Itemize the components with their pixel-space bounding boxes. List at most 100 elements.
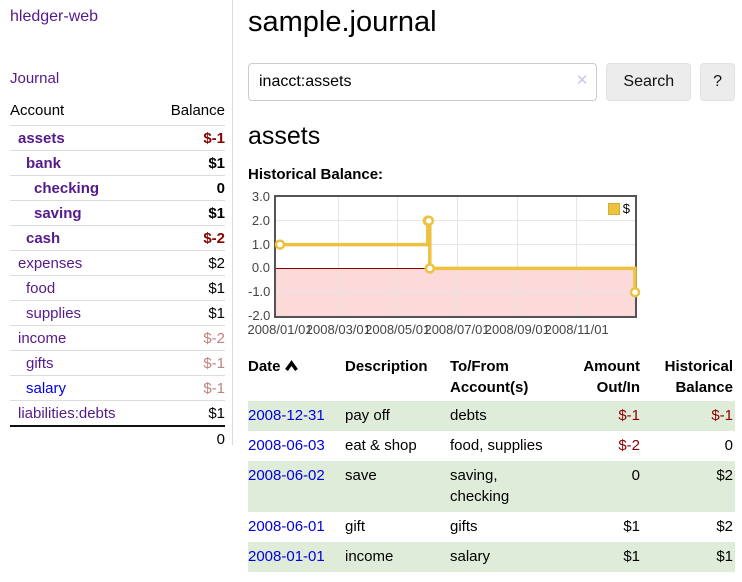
register-accounts: saving, checking [450, 461, 557, 513]
register-header-row: Date Description To/From Account(s) Amou… [248, 354, 735, 401]
accounts-table: Account Balance assets $-1 bank $1 checking 0… [10, 99, 225, 451]
account-row: salary $-1 [10, 375, 225, 401]
register-balance: $-1 [642, 401, 735, 432]
account-row: income $-2 [10, 325, 225, 351]
chart-legend: $ [605, 200, 632, 218]
search-input[interactable] [248, 63, 598, 102]
register-balance: $2 [716, 518, 733, 536]
help-button[interactable]: ? [700, 63, 735, 102]
y-axis-tick-label: -1.0 [248, 284, 271, 300]
account-balance: $-1 [203, 130, 225, 147]
register-col-accounts[interactable]: To/From Account(s) [450, 358, 529, 397]
register-col-balance[interactable]: Historical Balance [664, 358, 733, 397]
balance-series-line [274, 215, 641, 298]
account-link[interactable]: checking [34, 180, 100, 197]
register-date-link[interactable]: 2008-06-02 [248, 467, 325, 485]
account-link[interactable]: cash [26, 230, 61, 247]
account-row: supplies $1 [10, 300, 225, 326]
x-axis-tick-label: 2008/07/01 [424, 322, 490, 338]
account-link[interactable]: income [18, 330, 67, 347]
account-balance: $1 [208, 280, 225, 297]
register-description: income [345, 542, 450, 573]
register-amount: $-1 [557, 401, 642, 432]
search-button[interactable]: Search [606, 63, 692, 102]
grid-line [276, 291, 635, 293]
grid-line [516, 197, 518, 317]
data-point-marker [274, 239, 286, 250]
register-description: pay off [345, 401, 450, 432]
register-date-link[interactable]: 2008-06-01 [248, 518, 325, 536]
y-axis-tick-label: -2.0 [248, 308, 271, 324]
register-date-link[interactable]: 2008-01-01 [248, 548, 325, 566]
register-description: gift [345, 518, 366, 536]
account-link[interactable]: bank [26, 155, 62, 172]
register-date-link[interactable]: 2008-12-31 [248, 407, 325, 425]
account-link[interactable]: supplies [26, 305, 82, 322]
x-axis-tick-label: 2008/03/01 [305, 322, 371, 338]
register-accounts: debts [450, 401, 557, 432]
grid-line [456, 197, 458, 317]
register-amount: $-2 [618, 437, 640, 455]
register-row: 2008-06-03 eat & shop food, supplies $-2 0 [248, 431, 735, 461]
sidebar-item-journal[interactable]: Journal [10, 70, 60, 87]
clear-search-icon[interactable]: ✕ [575, 72, 589, 90]
y-axis-tick-label: 1.0 [251, 236, 270, 252]
register-description: save [345, 461, 450, 513]
account-link[interactable]: liabilities:debts [18, 405, 116, 422]
register-accounts: gifts [450, 518, 478, 536]
register-description: eat & shop [345, 437, 417, 455]
data-point-marker [423, 215, 435, 227]
grid-line [276, 244, 635, 246]
account-link[interactable]: saving [34, 205, 82, 222]
data-point-marker [424, 263, 436, 274]
sidebar: hledger-web Journal Account Balance asse… [0, 0, 233, 451]
account-row: assets $-1 [10, 125, 225, 151]
historical-balance-chart: $3.0 2.0 1.0 0.0 -1.0 -2.0 2008/01/01 2008/03/0… [247, 189, 735, 339]
accounts-col-balance: Balance [170, 102, 225, 119]
register-balance: 0 [724, 437, 733, 455]
register-amount: 0 [557, 461, 642, 513]
y-axis-tick-label: 3.0 [251, 189, 270, 205]
accounts-header-row: Account Balance [10, 99, 225, 126]
legend-swatch [607, 202, 620, 215]
register-table: Date Description To/From Account(s) Amou… [248, 354, 735, 573]
account-heading: assets [248, 122, 321, 151]
account-link[interactable]: food [26, 280, 56, 297]
account-link[interactable]: assets [18, 130, 65, 147]
register-row: 2008-06-02 save saving, checking 0 $2 [248, 461, 735, 513]
page-title: sample.journal [248, 6, 437, 38]
grid-line [276, 220, 635, 222]
register-row: 2008-06-01 gift gifts $1 $2 [248, 512, 735, 542]
register-col-date[interactable]: Date [248, 354, 345, 401]
account-balance: $2 [208, 255, 225, 272]
account-balance: $1 [208, 305, 225, 322]
chevron-up-icon [284, 360, 298, 372]
account-row: liabilities:debts $1 [10, 400, 225, 426]
account-row: saving $1 [10, 200, 225, 226]
register-date-link[interactable]: 2008-06-03 [248, 437, 325, 455]
app-title-link[interactable]: hledger-web [10, 8, 99, 25]
x-axis-tick-label: 2008/05/01 [365, 322, 431, 338]
grid-line [337, 197, 339, 317]
account-link[interactable]: expenses [18, 255, 83, 272]
register-amount: $1 [623, 518, 640, 536]
account-row: checking 0 [10, 175, 225, 201]
chart-plot-area: $ [274, 195, 641, 319]
data-point-marker [629, 287, 641, 298]
grid-line [576, 197, 578, 317]
main-content: sample.journal ✕ Search ? assets Histori… [247, 0, 735, 573]
account-balance: $1 [208, 405, 225, 422]
y-axis-tick-label: 2.0 [251, 212, 270, 228]
register-balance: $2 [642, 461, 735, 513]
register-col-description[interactable]: Description [345, 358, 428, 376]
register-row: 2008-01-01 income salary $1 $1 [248, 542, 735, 573]
account-row: food $1 [10, 275, 225, 301]
account-link[interactable]: gifts [26, 355, 54, 372]
register-row: 2008-12-31 pay off debts $-1 $-1 [248, 401, 735, 432]
account-link[interactable]: salary [26, 380, 67, 397]
register-amount: $1 [557, 542, 642, 573]
accounts-total-value: 0 [152, 425, 225, 451]
accounts-col-account: Account [10, 102, 65, 119]
register-col-amount[interactable]: Amount Out/In [583, 358, 640, 397]
x-axis-tick-label: 2008/01/01 [247, 322, 313, 338]
